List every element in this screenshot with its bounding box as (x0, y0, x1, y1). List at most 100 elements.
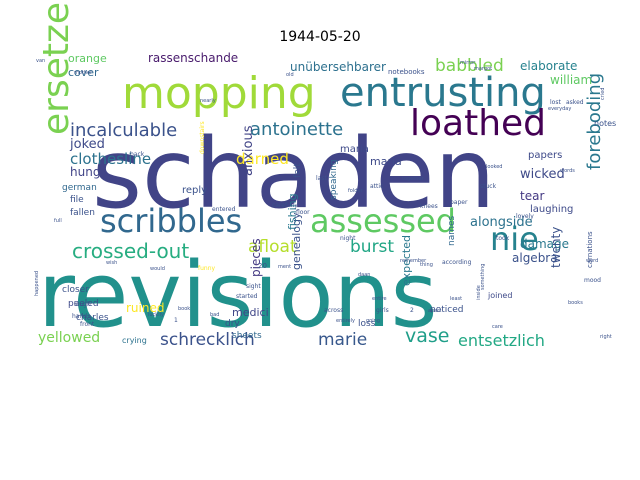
cloud-word: everyday (548, 106, 571, 112)
cloud-word: knees (420, 203, 438, 210)
cloud-word: file (70, 195, 84, 205)
cloud-word: paper (450, 199, 468, 206)
cloud-word: thing (420, 262, 433, 268)
cloud-word: mood (584, 277, 601, 284)
cloud-word: sheets (232, 331, 262, 341)
cloud-word: ment (278, 264, 291, 270)
cloud-word: entirely (336, 318, 355, 324)
cloud-word: peeled (68, 299, 99, 309)
cloud-word: care (492, 324, 503, 330)
cloud-word: papers (528, 150, 562, 161)
cloud-word: margot (474, 66, 492, 72)
cloud-word: unübersehbarer (290, 60, 386, 74)
cloud-word: orange (68, 52, 107, 65)
cloud-word: floor (296, 209, 310, 216)
cloud-word: speaking (329, 159, 339, 200)
cloud-word: joined (487, 291, 512, 300)
cloud-word: noticed (430, 305, 463, 315)
cloud-word: damage (520, 237, 569, 251)
cloud-word: cried (600, 88, 606, 100)
cloud-word: notes (594, 119, 616, 128)
cloud-word: felt (293, 163, 303, 178)
cloud-word: clothesline (70, 150, 151, 168)
cloud-word: rassenschande (148, 51, 238, 65)
cloud-word: dry (225, 319, 240, 329)
cloud-word: fishing (286, 193, 299, 230)
cloud-word: back (130, 151, 145, 158)
cloud-word: ersetzen (36, 0, 77, 135)
cloud-word: girls (376, 307, 389, 314)
cloud-word: something (480, 264, 486, 290)
cloud-word: wish (106, 260, 117, 266)
cloud-word: mother (74, 70, 93, 76)
cloud-word: hands (72, 313, 90, 320)
cloud-word: word (586, 258, 598, 264)
cloud-word: charles (76, 313, 109, 323)
cloud-word: 2 (410, 307, 414, 314)
cloud-word: sight (246, 283, 261, 290)
cloud-word: least (450, 296, 462, 302)
cloud-word: wicked (520, 167, 565, 182)
cloud-word: going (366, 318, 380, 324)
cloud-word: laugh (74, 301, 91, 308)
cloud-word: pieces (249, 238, 263, 277)
cloud-word: 1 (174, 317, 178, 324)
cloud-word: laughing (530, 204, 573, 215)
cloud-word: genealogy (290, 212, 303, 270)
cloud-word: expected (400, 235, 413, 286)
cloud-word: according (442, 259, 472, 266)
cloud-word: words (560, 168, 575, 174)
cloud-word: old (286, 72, 294, 78)
cloud-word: elaborate (520, 59, 577, 73)
cloud-word: algebra (512, 251, 558, 265)
cloud-word: alongside (470, 215, 533, 230)
cloud-word: hung (70, 165, 100, 179)
cloud-word: tear (520, 189, 544, 203)
cloud-word: would (150, 266, 165, 272)
cloud-word: loathed (410, 103, 546, 144)
cloud-word: took (496, 235, 510, 242)
cloud-word: apart (428, 308, 441, 314)
chart-title: 1944-05-20 (279, 29, 361, 45)
cloud-word: happened (34, 271, 40, 296)
cloud-word: schaden (92, 118, 495, 230)
cloud-word: twenty (549, 227, 563, 268)
cloud-word: together (402, 176, 424, 182)
cloud-word: yellowed (38, 330, 100, 346)
cloud-word: anxious (241, 125, 256, 176)
cloud-word: ruined (126, 301, 164, 315)
cloud-word: antoinette (250, 119, 343, 140)
cloud-word: entered (212, 206, 236, 213)
cloud-word: vase (405, 325, 449, 347)
cloud-word: crying (122, 336, 147, 345)
cloud-word: schrecklich (160, 330, 255, 350)
cloud-word: looked (486, 164, 502, 170)
cloud-word: daan (358, 272, 370, 278)
cloud-word: book (178, 306, 190, 312)
cloud-word: downstairs (199, 121, 206, 154)
cloud-word: nie (490, 220, 539, 258)
cloud-word: full (54, 218, 62, 224)
cloud-word: asked (566, 99, 584, 106)
cloud-word: entire (372, 296, 387, 302)
cloud-word: babbled (435, 56, 504, 76)
cloud-word: last (316, 175, 327, 182)
cloud-word: medici (232, 306, 269, 319)
cloud-word: mirror (460, 60, 476, 66)
cloud-word: bad (210, 312, 219, 318)
cloud-word: notebooks (388, 68, 425, 76)
cloud-word: german (62, 183, 97, 193)
cloud-word: lovely (516, 213, 534, 220)
cloud-word: scribbles (100, 202, 242, 240)
cloud-word: incalculable (70, 120, 177, 141)
cloud-word: inside (476, 285, 482, 300)
cloud-word: carnations (586, 231, 594, 268)
cloud-word: remember (400, 258, 427, 264)
cloud-word: started (236, 293, 258, 300)
cloud-word: marie (318, 330, 367, 350)
cloud-word: lost (550, 99, 561, 106)
cloud-word: funny (198, 265, 216, 272)
cloud-word: william (550, 73, 592, 87)
cloud-word: closer (62, 285, 89, 295)
